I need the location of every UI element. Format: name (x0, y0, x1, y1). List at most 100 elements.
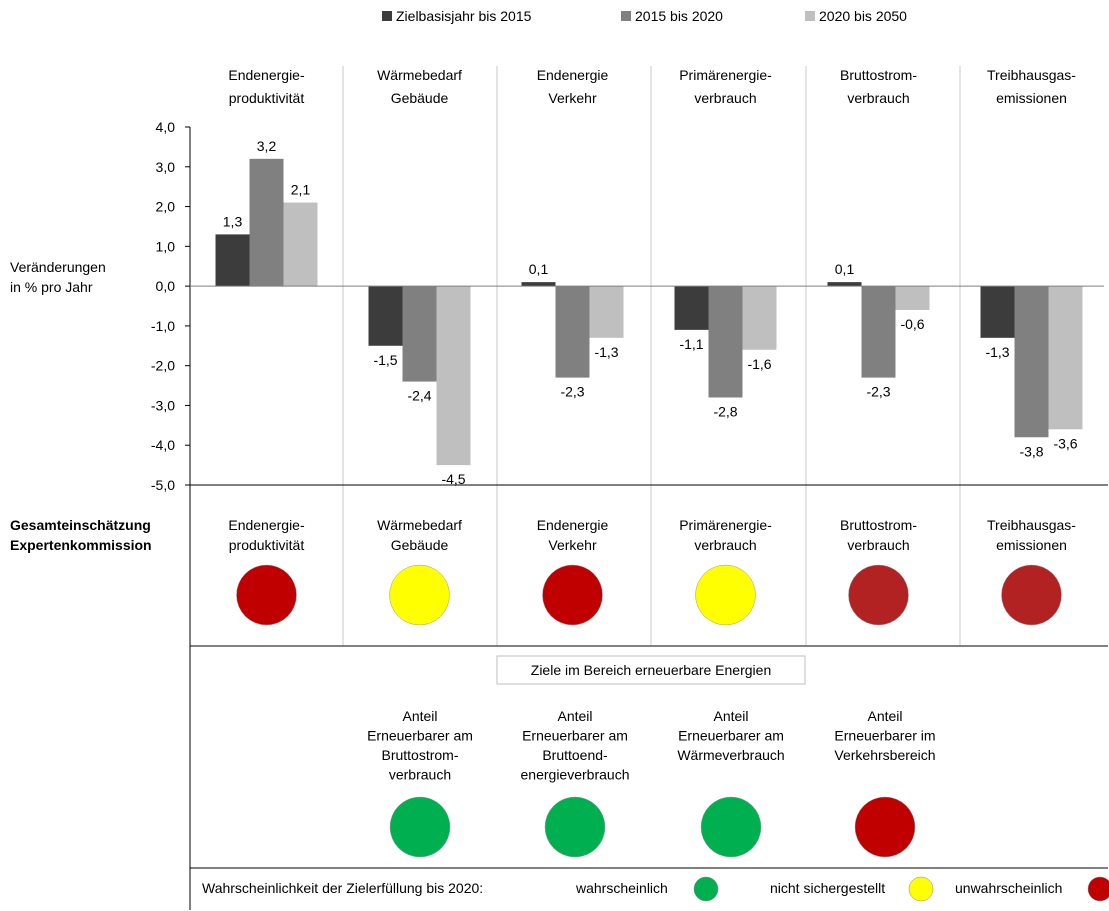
assessment-label: Endenergie (537, 517, 609, 533)
bar (436, 286, 471, 466)
assessment-label: Primärenergie- (679, 517, 772, 533)
probability-legend: Wahrscheinlichkeit der Zielerfüllung bis… (202, 876, 1109, 902)
legend-label: 2020 bis 2050 (819, 8, 907, 24)
category-label: Treibhausgas- (987, 67, 1076, 83)
legend-swatch (382, 11, 392, 21)
category-label: verbrauch (694, 90, 756, 106)
y-tick-label: -3,0 (151, 397, 175, 413)
probability-label: wahrscheinlich (575, 880, 668, 896)
category-label: Endenergie- (228, 67, 305, 83)
assessment-label: Endenergie- (228, 517, 305, 533)
category-label: Gebäude (391, 90, 449, 106)
assessment-label: verbrauch (847, 537, 909, 553)
category-label: Endenergie (537, 67, 609, 83)
assessment-label: Wärmebedarf (377, 517, 462, 533)
renewables-label: Anteil (713, 708, 748, 724)
y-tick-label: -5,0 (151, 477, 175, 493)
data-label: -0,6 (900, 316, 924, 332)
bar (708, 286, 743, 398)
assessment-circle (848, 564, 909, 626)
y-tick-label: 4,0 (156, 119, 176, 135)
panel-grid (189, 66, 1108, 910)
probability-title: Wahrscheinlichkeit der Zielerfüllung bis… (202, 880, 483, 896)
data-label: -1,3 (594, 344, 618, 360)
data-label: 0,1 (835, 261, 855, 277)
data-label: -1,6 (747, 356, 771, 372)
bar (895, 286, 930, 310)
data-label: -2,4 (407, 388, 431, 404)
assessment-label: Bruttostrom- (840, 517, 917, 533)
renewables-label: Bruttoend- (542, 747, 608, 763)
assessment-label: Verkehr (548, 537, 597, 553)
bar (742, 286, 777, 350)
probability-dot (1087, 876, 1109, 902)
bar (827, 282, 862, 287)
y-axis-title: Veränderungen (10, 259, 106, 275)
bar (980, 286, 1015, 338)
assessment-circle (695, 564, 756, 626)
renewables-section: Ziele im Bereich erneuerbare Energien Ant… (367, 655, 936, 858)
y-tick-label: 2,0 (156, 199, 176, 215)
assessment-label: verbrauch (694, 537, 756, 553)
data-label: 2,1 (291, 182, 311, 198)
data-label: -3,6 (1053, 435, 1077, 451)
assessment-title: Gesamteinschätzung (10, 517, 151, 533)
renewables-label: Bruttostrom- (381, 747, 458, 763)
assessment-circle (236, 564, 297, 626)
bar (1048, 286, 1083, 430)
category-label: Verkehr (548, 90, 597, 106)
y-axis-title: in % pro Jahr (10, 279, 93, 295)
category-label: emissionen (996, 90, 1067, 106)
data-label: -4,5 (441, 471, 465, 487)
probability-dot (693, 876, 719, 902)
renewables-title: Ziele im Bereich erneuerbare Energien (531, 662, 771, 678)
renewables-label: Verkehrsbereich (834, 747, 935, 763)
renewables-label: Erneuerbarer am (522, 728, 628, 744)
bar (368, 286, 403, 346)
category-label: Wärmebedarf (377, 67, 462, 83)
bar (402, 286, 437, 382)
y-tick-label: 1,0 (156, 238, 176, 254)
assessment-circle (542, 564, 603, 626)
y-axis: 4,0 3,0 2,0 1,0 0,0 -1,0 -2,0 -3,0 -4,0 -5,0 Verän… (10, 119, 191, 493)
category-label: verbrauch (847, 90, 909, 106)
bar (861, 286, 896, 378)
assessment-circle (389, 564, 450, 626)
legend-label: Zielbasisjahr bis 2015 (396, 8, 532, 24)
bar (1014, 286, 1049, 438)
renewables-circle (544, 796, 606, 858)
bar (555, 286, 590, 378)
bar (249, 158, 284, 287)
legend-swatch (805, 11, 815, 21)
renewables-circle (854, 796, 916, 858)
data-label: -2,8 (713, 403, 737, 419)
data-label: 1,3 (223, 213, 243, 229)
renewables-label: verbrauch (389, 767, 451, 783)
bar (215, 234, 250, 287)
renewables-label: energieverbrauch (521, 767, 630, 783)
renewables-circle (389, 796, 451, 858)
legend: Zielbasisjahr bis 2015 2015 bis 2020 2020 … (382, 8, 907, 24)
assessment-section: Gesamteinschätzung Expertenkommission Ende… (10, 517, 1076, 626)
data-label: -3,8 (1019, 443, 1043, 459)
assessment-circle (1001, 564, 1062, 626)
renewables-label: Erneuerbarer am (367, 728, 473, 744)
category-label: Primärenergie- (679, 67, 772, 83)
data-label: -1,3 (985, 344, 1009, 360)
renewables-label: Wärmeverbrauch (677, 747, 784, 763)
renewables-label: Anteil (867, 708, 902, 724)
category-labels: Endenergie-produktivität Wärmebedarf Gebäu… (228, 67, 1076, 106)
assessment-title: Expertenkommission (10, 537, 152, 553)
renewables-title-box (496, 655, 806, 685)
y-tick-label: -4,0 (151, 437, 175, 453)
bar (521, 282, 556, 287)
legend-swatch (621, 11, 631, 21)
data-label: -2,3 (866, 384, 890, 400)
probability-label: unwahrscheinlich (955, 880, 1062, 896)
renewables-label: Anteil (557, 708, 592, 724)
renewables-label: Erneuerbarer im (834, 728, 935, 744)
assessment-label: Treibhausgas- (987, 517, 1076, 533)
probability-label: nicht sichergestellt (770, 880, 885, 896)
data-label: -1,5 (373, 352, 397, 368)
